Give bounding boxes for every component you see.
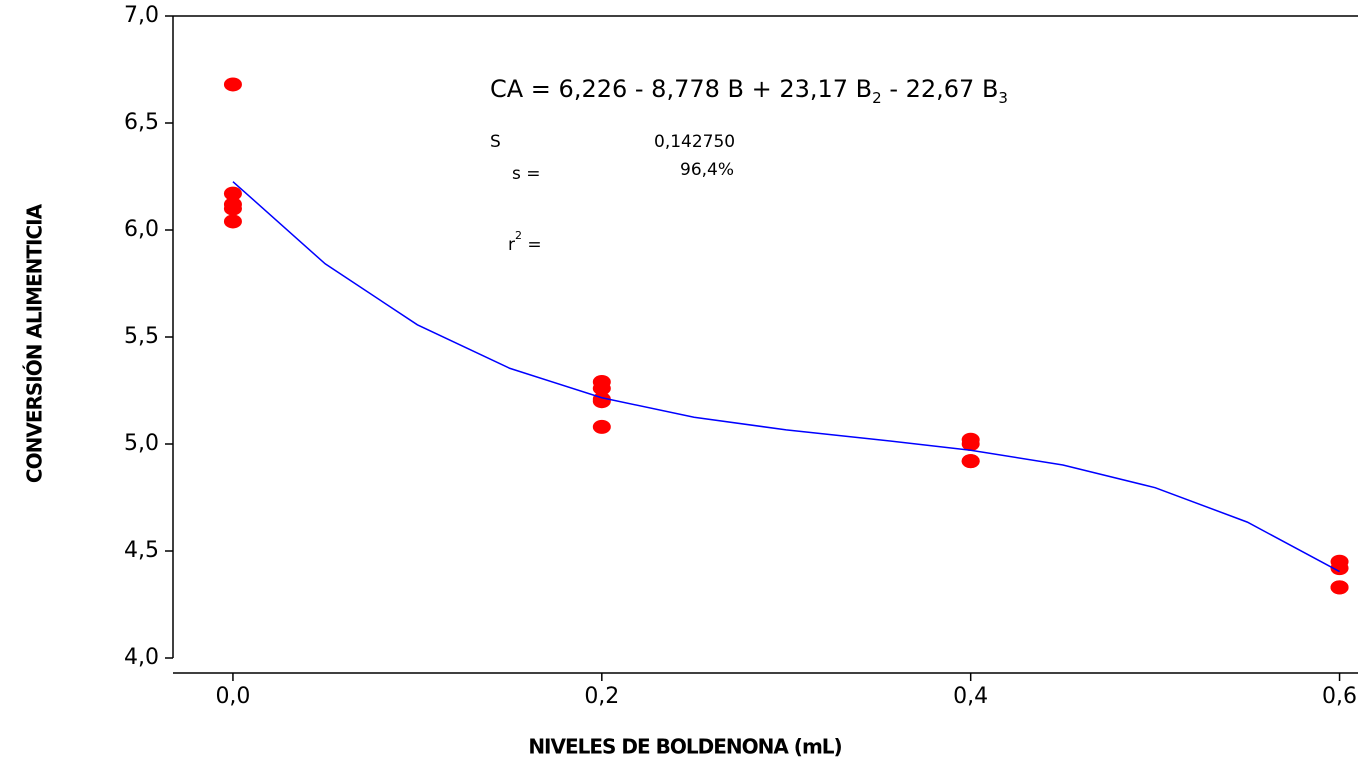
y-tick-label: 6,5 xyxy=(124,110,159,135)
y-tick-label: 7,0 xyxy=(124,3,159,28)
stat-label: r2 = xyxy=(508,229,542,255)
data-point xyxy=(592,419,611,434)
x-tick-label: 0,2 xyxy=(584,684,619,709)
data-point xyxy=(223,214,242,229)
data-point xyxy=(1330,561,1349,576)
stat-part: = xyxy=(522,235,542,255)
y-tick-label: 4,5 xyxy=(124,538,159,563)
stat-value: 96,4% xyxy=(680,160,734,180)
data-point xyxy=(592,381,611,396)
y-tick-label: 4,0 xyxy=(124,645,159,670)
x-axis-title: NIVELES DE BOLDENONA (mL) xyxy=(528,735,841,759)
fit-line xyxy=(232,181,1340,573)
stat-superscript: 2 xyxy=(515,229,522,242)
stat-part: r xyxy=(508,235,515,255)
stat-value: 0,142750 xyxy=(654,132,735,152)
equation-part: CA = 6,226 - 8,778 B + 23,17 B xyxy=(490,75,872,103)
x-tick-label: 0,0 xyxy=(215,684,250,709)
x-tick-label: 0,6 xyxy=(1322,684,1357,709)
y-axis-title: CONVERSIÓN ALIMENTICIA xyxy=(23,203,47,483)
equation-subscript: 2 xyxy=(872,89,882,107)
data-point xyxy=(961,437,980,451)
data-point xyxy=(592,394,611,409)
y-tick-label: 6,0 xyxy=(124,217,159,242)
data-point xyxy=(1330,580,1349,595)
data-point xyxy=(223,77,242,92)
data-point xyxy=(223,201,242,216)
equation: CA = 6,226 - 8,778 B + 23,17 B2 - 22,67 … xyxy=(490,75,1008,107)
equation-part: - 22,67 B xyxy=(882,75,999,103)
equation-subscript: 3 xyxy=(998,89,1008,107)
data-point xyxy=(961,454,980,469)
x-tick-label: 0,4 xyxy=(953,684,988,709)
data-point xyxy=(223,186,242,201)
stat-label: s = xyxy=(512,164,541,184)
y-tick-label: 5,0 xyxy=(124,431,159,456)
y-tick-label: 5,5 xyxy=(124,324,159,349)
stat-label: S xyxy=(490,132,501,152)
